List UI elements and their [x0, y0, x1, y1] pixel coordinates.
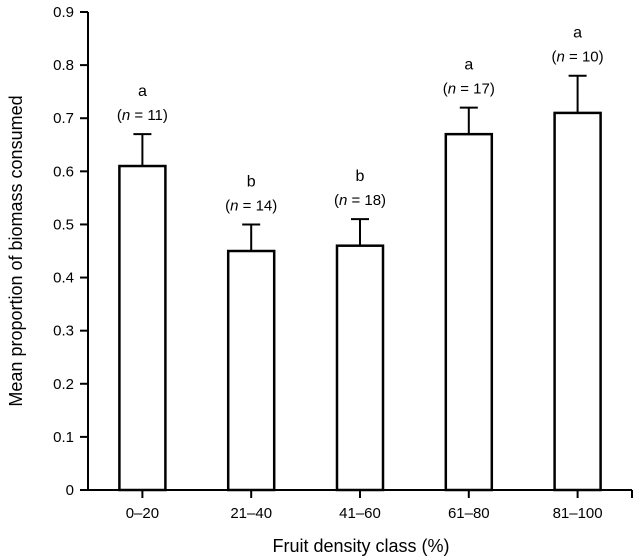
y-tick-label: 0.7	[53, 110, 74, 127]
significance-letter: b	[356, 168, 365, 185]
bar	[118, 164, 167, 492]
x-tick-label: 0–20	[126, 505, 159, 522]
significance-letter: b	[247, 173, 256, 190]
sample-size-label: (n = 14)	[225, 197, 277, 214]
sample-size-label: (n = 10)	[552, 49, 604, 66]
y-axis-title: Mean proportion of biomass consumed	[6, 95, 26, 406]
sample-size-label: (n = 11)	[117, 107, 168, 124]
x-tick-label: 61–80	[448, 505, 490, 522]
sample-size-label: (n = 18)	[334, 192, 386, 209]
y-tick-label: 0.5	[53, 216, 74, 233]
x-axis-title: Fruit density class (%)	[272, 536, 449, 556]
bar	[553, 111, 602, 492]
y-tick-label: 0.9	[53, 4, 74, 21]
y-tick-label: 0.8	[53, 57, 74, 74]
error-bars	[133, 74, 587, 251]
x-ticks: 0–20 21–40 41–60 61–80 81–100	[126, 490, 633, 522]
significance-letter: a	[573, 25, 582, 42]
y-tick-label: 0.4	[53, 270, 74, 287]
y-tick-label: 0	[66, 482, 74, 499]
x-tick-label: 81–100	[553, 505, 603, 522]
bar	[226, 249, 276, 492]
bars	[118, 111, 602, 492]
sample-size-label: (n = 17)	[443, 81, 495, 98]
y-ticks: 0 0.1 0.2 0.3 0.4 0.5 0.6 0.7 0.8 0.9	[53, 4, 88, 499]
y-tick-label: 0.2	[53, 376, 74, 393]
y-tick-label: 0.3	[53, 323, 74, 340]
x-tick-label: 21–40	[230, 505, 272, 522]
significance-letter: a	[138, 83, 147, 100]
significance-letter: a	[464, 57, 473, 74]
y-tick-label: 0.6	[53, 163, 74, 180]
annotations: (n = 11) a (n = 14) b (n = 18) b (n = 17) a (n =…	[117, 25, 604, 215]
bar	[444, 132, 494, 492]
y-tick-label: 0.1	[53, 429, 74, 446]
bar	[335, 244, 385, 492]
x-tick-label: 41–60	[339, 505, 381, 522]
